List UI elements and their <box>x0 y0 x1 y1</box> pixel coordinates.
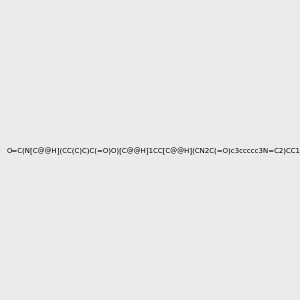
Text: O=C(N[C@@H](CC(C)C)C(=O)O)[C@@H]1CC[C@@H](CN2C(=O)c3ccccc3N=C2)CC1: O=C(N[C@@H](CC(C)C)C(=O)O)[C@@H]1CC[C@@H… <box>7 148 300 155</box>
